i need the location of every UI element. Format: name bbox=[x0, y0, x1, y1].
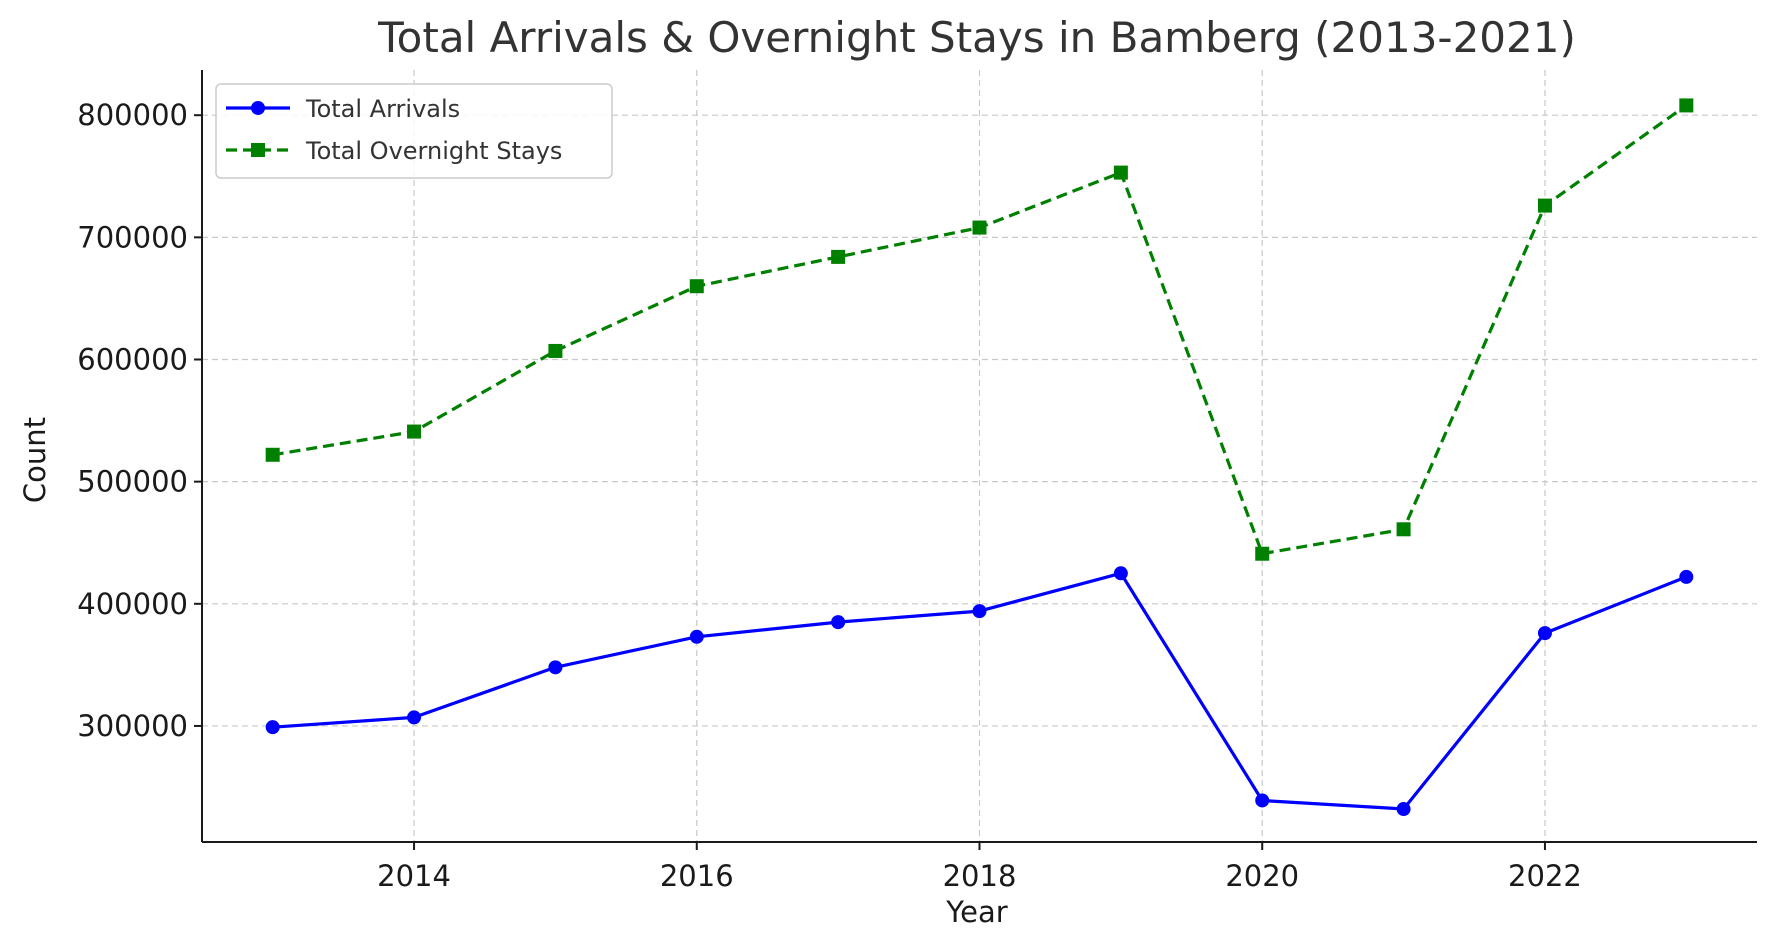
data-point-total-overnight-stays bbox=[548, 343, 563, 358]
data-point-total-arrivals bbox=[1113, 566, 1128, 581]
legend-swatch-marker bbox=[251, 143, 265, 157]
legend-label: Total Arrivals bbox=[305, 95, 460, 123]
legend-swatch-marker bbox=[251, 101, 265, 115]
data-point-total-overnight-stays bbox=[265, 447, 280, 462]
x-tick-label: 2020 bbox=[1225, 859, 1299, 893]
x-axis-label: Year bbox=[945, 895, 1007, 929]
chart-title: Total Arrivals & Overnight Stays in Bamb… bbox=[377, 13, 1576, 62]
series-layer bbox=[265, 98, 1694, 817]
data-point-total-overnight-stays bbox=[407, 424, 422, 439]
x-tick-label: 2016 bbox=[660, 859, 734, 893]
x-tick-label: 2022 bbox=[1508, 859, 1582, 893]
y-axis-label: Count bbox=[18, 417, 52, 503]
legend-frame bbox=[215, 83, 613, 179]
y-tick-label: 700000 bbox=[77, 220, 188, 254]
data-point-total-arrivals bbox=[265, 720, 280, 735]
legend-item-total-arrivals: Total Arrivals bbox=[226, 95, 460, 123]
data-point-total-overnight-stays bbox=[1679, 98, 1694, 113]
series-total-overnight-stays bbox=[265, 98, 1694, 561]
y-tick-label: 400000 bbox=[77, 587, 188, 621]
data-point-total-arrivals bbox=[1396, 802, 1411, 817]
data-point-total-overnight-stays bbox=[1396, 522, 1411, 537]
grid bbox=[202, 70, 1757, 842]
data-point-total-arrivals bbox=[689, 629, 704, 644]
data-point-total-arrivals bbox=[972, 604, 987, 619]
data-point-total-overnight-stays bbox=[831, 249, 846, 264]
y-tick-label: 800000 bbox=[77, 98, 188, 132]
data-point-total-overnight-stays bbox=[1255, 546, 1270, 561]
y-tick-label: 500000 bbox=[77, 465, 188, 499]
legend: Total Arrivals Total Overnight Stays bbox=[215, 83, 613, 179]
data-point-total-overnight-stays bbox=[1537, 198, 1552, 213]
data-point-total-overnight-stays bbox=[689, 279, 704, 294]
y-tick-label: 300000 bbox=[77, 709, 188, 743]
axes: 2014 2016 2018 2020 2022 300000 400000 500000 60… bbox=[77, 70, 1757, 893]
data-point-total-overnight-stays bbox=[972, 220, 987, 235]
data-point-total-arrivals bbox=[407, 710, 422, 725]
data-point-total-arrivals bbox=[548, 660, 563, 675]
data-point-total-arrivals bbox=[1255, 793, 1270, 808]
data-point-total-overnight-stays bbox=[1113, 165, 1128, 180]
legend-item-total-overnight-stays: Total Overnight Stays bbox=[226, 137, 562, 165]
data-point-total-arrivals bbox=[1679, 569, 1694, 584]
data-point-total-arrivals bbox=[831, 615, 846, 630]
data-point-total-arrivals bbox=[1537, 626, 1552, 641]
y-tick-label: 600000 bbox=[77, 343, 188, 377]
x-tick-label: 2018 bbox=[943, 859, 1017, 893]
series-total-arrivals bbox=[265, 566, 1694, 817]
legend-label: Total Overnight Stays bbox=[305, 137, 562, 165]
x-tick-label: 2014 bbox=[377, 859, 451, 893]
